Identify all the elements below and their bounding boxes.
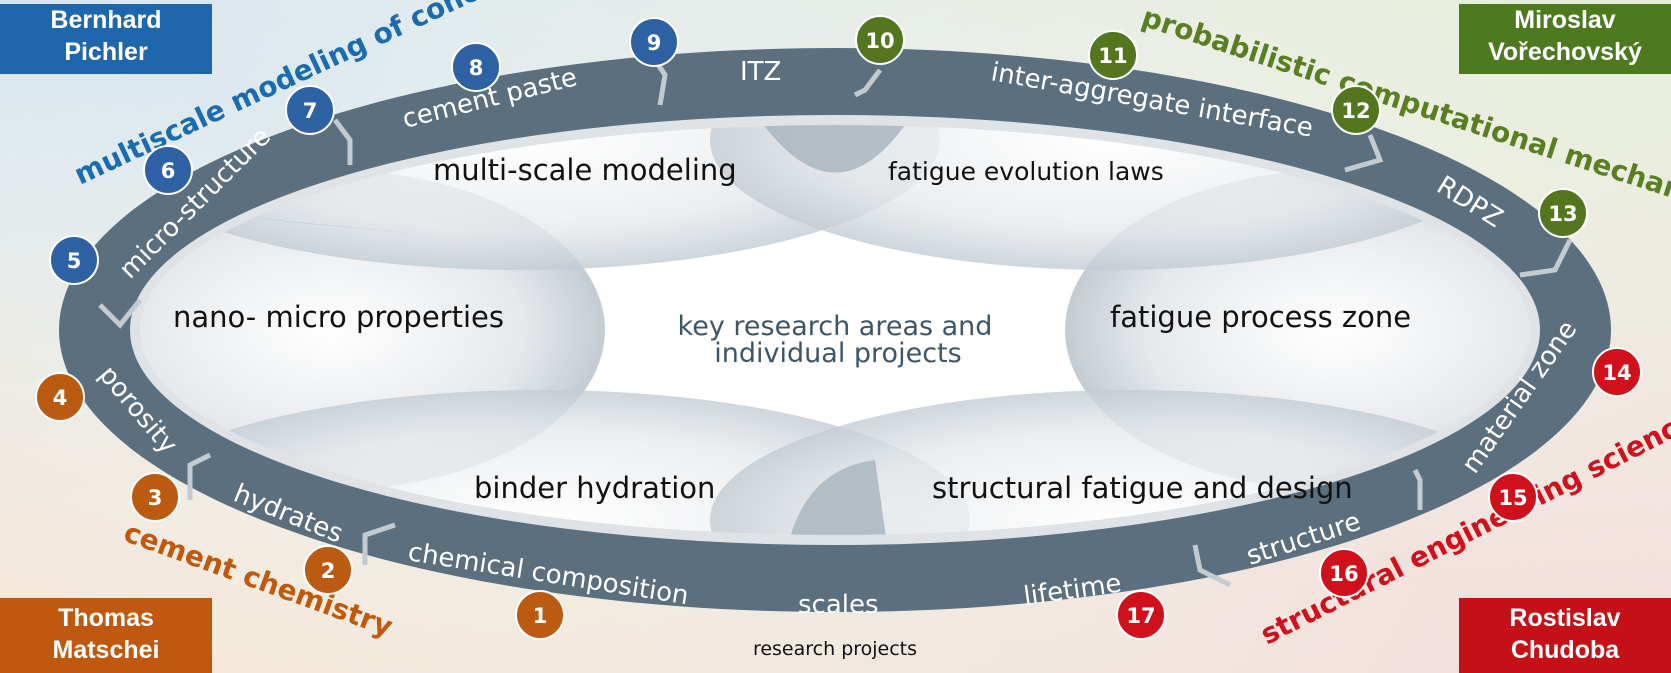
- project-badge-circle: [1088, 30, 1138, 80]
- project-badge-12: 12: [1331, 85, 1381, 135]
- center-line-2: individual projects: [714, 338, 961, 369]
- project-number: 1: [533, 604, 548, 628]
- project-number: 11: [1098, 44, 1127, 68]
- project-number: 3: [148, 486, 163, 510]
- pi-last-name: Matschei: [52, 636, 160, 664]
- project-badge-9: 9: [629, 17, 679, 67]
- ring-label-itz: ITZ: [740, 57, 781, 87]
- ring-label-scales: scales: [798, 590, 879, 620]
- project-number: 12: [1341, 99, 1370, 123]
- pi-first-name: Rostislav: [1509, 604, 1621, 632]
- area-fatigue-evolution-laws: fatigue evolution laws: [888, 157, 1164, 186]
- pi-last-name: Chudoba: [1510, 636, 1620, 664]
- project-badge-circle: [1331, 85, 1381, 135]
- project-badge-circle: [1319, 548, 1369, 598]
- project-badge-circle: [130, 472, 180, 522]
- project-number: 7: [303, 99, 318, 123]
- project-badge-circle: [49, 235, 99, 285]
- project-number: 6: [161, 159, 176, 183]
- pi-badge-chudoba: Rostislav Chudoba: [1459, 598, 1671, 673]
- area-multi-scale-modeling: multi-scale modeling: [433, 153, 737, 187]
- project-number: 8: [469, 56, 484, 80]
- project-number: 4: [53, 386, 68, 410]
- area-structural-fatigue: structural fatigue and design: [932, 471, 1353, 505]
- project-badge-15: 15: [1488, 472, 1538, 522]
- project-badge-circle: [451, 42, 501, 92]
- project-number: 10: [865, 29, 894, 53]
- project-badge-1: 1: [515, 590, 565, 640]
- pi-first-name: Bernhard: [50, 6, 162, 34]
- project-badge-circle: [143, 145, 193, 195]
- project-badge-16: 16: [1319, 548, 1369, 598]
- project-number: 17: [1126, 604, 1155, 628]
- pi-last-name: Vořechovský: [1488, 38, 1642, 66]
- project-badge-17: 17: [1116, 590, 1166, 640]
- area-binder-hydration: binder hydration: [474, 471, 715, 505]
- project-badge-6: 6: [143, 145, 193, 195]
- project-badge-13: 13: [1538, 188, 1588, 238]
- center-line-1: key research areas and: [678, 311, 993, 342]
- project-badge-11: 11: [1088, 30, 1138, 80]
- research-areas: multi-scale modeling fatigue evolution l…: [173, 153, 1411, 505]
- area-nano-micro: nano- micro properties: [173, 300, 504, 334]
- center-caption: key research areas and individual projec…: [678, 311, 993, 369]
- project-badge-circle: [629, 17, 679, 67]
- project-badge-7: 7: [285, 85, 335, 135]
- pi-badge-matschei: Thomas Matschei: [0, 598, 212, 673]
- project-badge-8: 8: [451, 42, 501, 92]
- project-number: 9: [647, 31, 662, 55]
- project-badge-2: 2: [303, 545, 353, 595]
- project-badge-circle: [35, 372, 85, 422]
- project-number: 2: [321, 559, 336, 583]
- project-badge-10: 10: [855, 15, 905, 65]
- footer-label: research projects: [753, 638, 917, 660]
- project-number: 15: [1498, 486, 1527, 510]
- project-number: 14: [1602, 361, 1631, 385]
- project-badge-circle: [515, 590, 565, 640]
- project-badge-circle: [1538, 188, 1588, 238]
- project-number: 13: [1548, 202, 1577, 226]
- project-badge-circle: [285, 85, 335, 135]
- project-number: 5: [67, 249, 82, 273]
- project-badge-circle: [303, 545, 353, 595]
- pi-badge-vorechovsky: Miroslav Vořechovský: [1459, 4, 1671, 74]
- project-number: 16: [1329, 562, 1358, 586]
- project-badge-circle: [855, 15, 905, 65]
- project-badge-4: 4: [35, 372, 85, 422]
- project-badge-circle: [1592, 347, 1642, 397]
- pi-badge-pichler: Bernhard Pichler: [0, 4, 212, 74]
- project-badge-5: 5: [49, 235, 99, 285]
- project-badge-14: 14: [1592, 347, 1642, 397]
- pi-last-name: Pichler: [64, 38, 148, 66]
- project-badge-circle: [1116, 590, 1166, 640]
- pi-first-name: Thomas: [58, 604, 154, 632]
- area-fatigue-process-zone: fatigue process zone: [1110, 300, 1411, 334]
- project-badge-3: 3: [130, 472, 180, 522]
- pi-first-name: Miroslav: [1514, 6, 1616, 34]
- project-badge-circle: [1488, 472, 1538, 522]
